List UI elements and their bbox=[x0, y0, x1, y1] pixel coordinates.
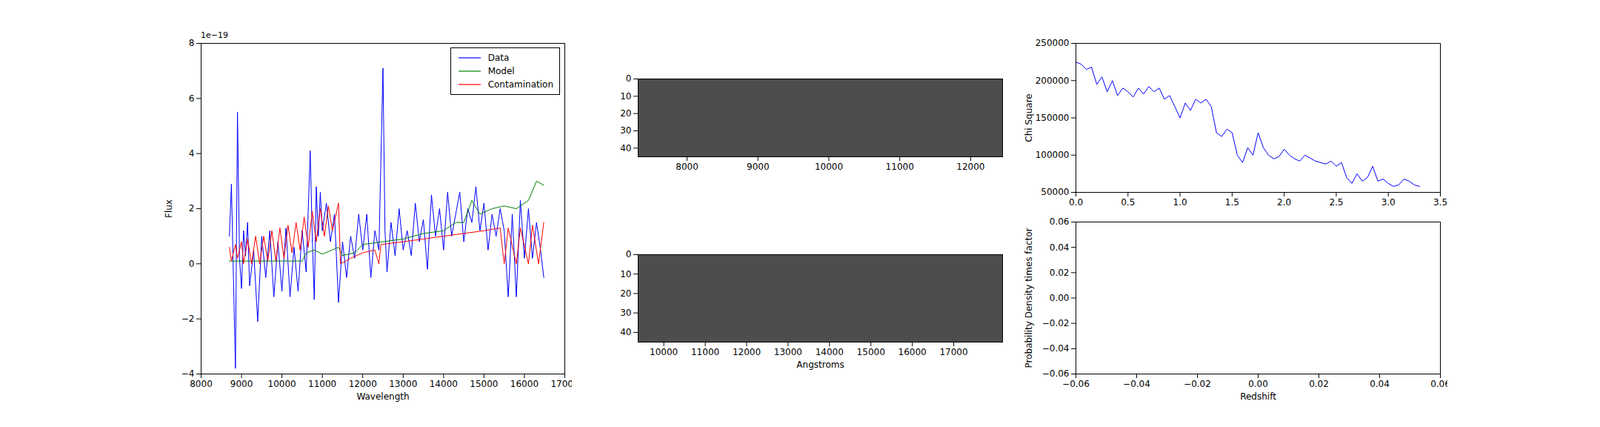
svg-text:0.00: 0.00 bbox=[1248, 378, 1269, 389]
svg-text:Redshift: Redshift bbox=[1240, 391, 1277, 402]
svg-text:15000: 15000 bbox=[857, 346, 886, 358]
svg-text:9000: 9000 bbox=[230, 378, 254, 389]
svg-text:4: 4 bbox=[188, 148, 195, 159]
svg-text:1.0: 1.0 bbox=[1173, 197, 1188, 208]
svg-text:−0.04: −0.04 bbox=[1042, 342, 1070, 354]
svg-text:13000: 13000 bbox=[774, 346, 803, 358]
svg-text:16000: 16000 bbox=[510, 378, 539, 389]
svg-text:14000: 14000 bbox=[815, 346, 844, 358]
svg-text:12000: 12000 bbox=[732, 346, 761, 358]
html-text:Data: Data bbox=[487, 52, 510, 63]
svg-text:0.5: 0.5 bbox=[1120, 197, 1135, 208]
html-text:1e−19: 1e−19 bbox=[200, 30, 229, 40]
svg-text:10: 10 bbox=[620, 91, 632, 102]
svg-text:100000: 100000 bbox=[1035, 149, 1070, 160]
svg-text:40: 40 bbox=[620, 326, 632, 338]
svg-text:16000: 16000 bbox=[898, 346, 927, 358]
svg-text:50000: 50000 bbox=[1040, 186, 1069, 198]
svg-text:200000: 200000 bbox=[1035, 75, 1070, 86]
svg-text:17000: 17000 bbox=[550, 378, 572, 389]
svg-text:−2: −2 bbox=[181, 313, 195, 324]
svg-text:2.0: 2.0 bbox=[1277, 197, 1292, 208]
svg-text:Wavelength: Wavelength bbox=[356, 391, 409, 402]
svg-text:2: 2 bbox=[188, 202, 195, 214]
svg-text:1.5: 1.5 bbox=[1225, 197, 1240, 208]
svg-text:0: 0 bbox=[188, 258, 195, 269]
svg-text:30: 30 bbox=[620, 307, 632, 318]
svg-text:Chi Square: Chi Square bbox=[1023, 93, 1035, 142]
svg-text:6: 6 bbox=[188, 93, 195, 104]
html-text:Model: Model bbox=[487, 65, 515, 77]
svg-text:Angstroms: Angstroms bbox=[796, 359, 844, 370]
svg-text:8000: 8000 bbox=[189, 378, 213, 389]
svg-text:150000: 150000 bbox=[1035, 112, 1070, 123]
html-text:Contamination: Contamination bbox=[487, 79, 554, 90]
svg-text:2.5: 2.5 bbox=[1328, 197, 1343, 208]
svg-text:40: 40 bbox=[620, 142, 632, 154]
svg-text:Probability Density times fact: Probability Density times factor bbox=[1023, 227, 1035, 368]
svg-text:10: 10 bbox=[620, 268, 632, 280]
svg-text:10000: 10000 bbox=[814, 161, 843, 172]
svg-text:9000: 9000 bbox=[746, 161, 770, 172]
svg-text:12000: 12000 bbox=[956, 161, 985, 172]
svg-text:0.06: 0.06 bbox=[1049, 216, 1070, 227]
svg-text:3.5: 3.5 bbox=[1433, 197, 1448, 208]
svg-text:0.04: 0.04 bbox=[1049, 242, 1070, 253]
svg-text:3.0: 3.0 bbox=[1381, 197, 1396, 208]
svg-text:13000: 13000 bbox=[388, 378, 418, 389]
svg-text:14000: 14000 bbox=[429, 378, 458, 389]
svg-text:0.02: 0.02 bbox=[1049, 267, 1070, 278]
svg-text:8: 8 bbox=[188, 37, 195, 49]
svg-text:10000: 10000 bbox=[649, 346, 678, 358]
svg-text:−0.06: −0.06 bbox=[1042, 368, 1070, 379]
svg-text:0.04: 0.04 bbox=[1369, 378, 1390, 389]
svg-text:11000: 11000 bbox=[691, 346, 720, 358]
svg-text:−4: −4 bbox=[181, 368, 195, 379]
svg-text:Flux: Flux bbox=[163, 199, 175, 218]
svg-text:250000: 250000 bbox=[1035, 37, 1070, 49]
svg-text:0: 0 bbox=[625, 248, 632, 260]
svg-text:0.00: 0.00 bbox=[1049, 292, 1070, 303]
svg-text:−0.02: −0.02 bbox=[1042, 317, 1070, 329]
svg-text:17000: 17000 bbox=[939, 346, 968, 358]
svg-text:−0.02: −0.02 bbox=[1183, 378, 1212, 389]
svg-text:20: 20 bbox=[620, 108, 632, 119]
svg-text:15000: 15000 bbox=[469, 378, 498, 389]
svg-text:−0.06: −0.06 bbox=[1062, 378, 1090, 389]
svg-text:8000: 8000 bbox=[675, 161, 699, 172]
svg-text:12000: 12000 bbox=[348, 378, 378, 389]
svg-text:30: 30 bbox=[620, 125, 632, 136]
svg-text:0.0: 0.0 bbox=[1068, 197, 1083, 208]
svg-text:0.06: 0.06 bbox=[1430, 378, 1448, 389]
svg-text:−0.04: −0.04 bbox=[1122, 378, 1151, 389]
svg-text:20: 20 bbox=[620, 288, 632, 299]
svg-text:11000: 11000 bbox=[308, 378, 337, 389]
svg-text:11000: 11000 bbox=[885, 161, 915, 172]
svg-text:10000: 10000 bbox=[268, 378, 297, 389]
svg-text:0: 0 bbox=[625, 73, 632, 84]
svg-text:0.02: 0.02 bbox=[1308, 378, 1329, 389]
